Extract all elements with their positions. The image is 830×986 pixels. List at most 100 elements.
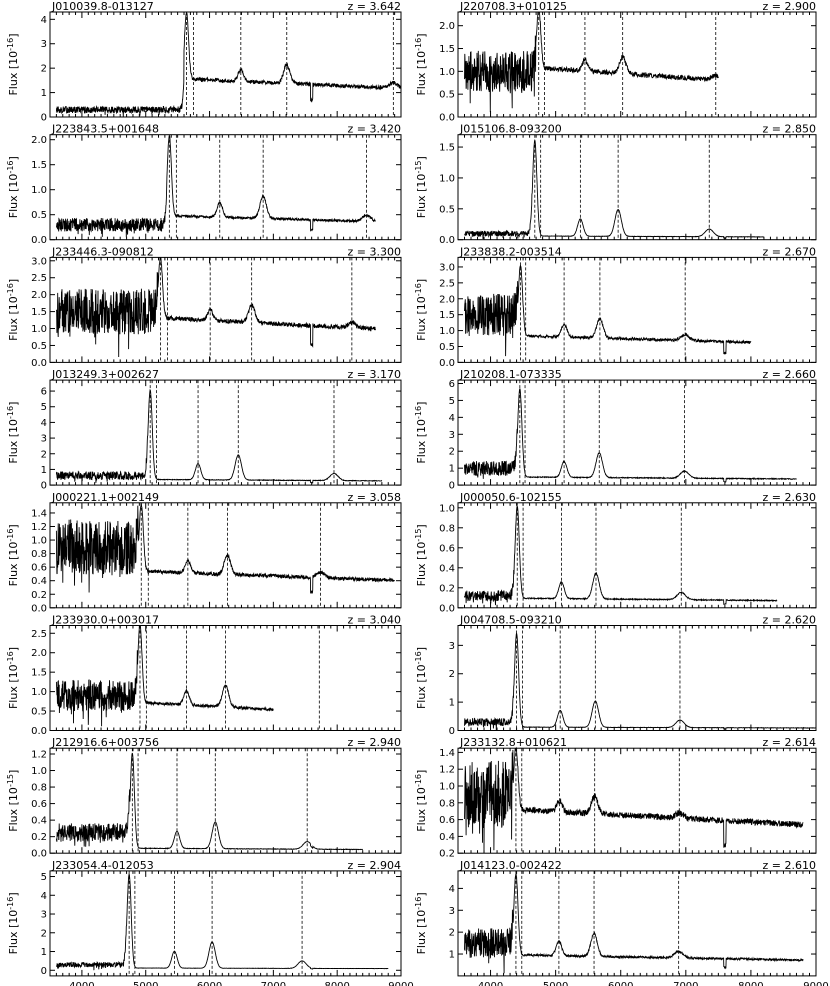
x-tick-label: 6000 <box>608 981 633 986</box>
y-axis-label: Flux [10-15] <box>414 524 428 586</box>
panel-redshift: z = 2.940 <box>348 736 401 749</box>
y-tick-label: 0.2 <box>31 590 47 601</box>
y-tick-label: 2.5 <box>439 278 455 289</box>
panel-redshift: z = 2.610 <box>763 859 816 872</box>
panel-title: J004708.5-093210 <box>459 614 562 627</box>
panel-frame <box>457 11 817 118</box>
y-tick-label: 0.2 <box>439 849 455 860</box>
y-tick-label: 3 <box>41 39 47 50</box>
y-tick-label: 1.2 <box>31 522 47 533</box>
spectrum-panel: J233930.0+003017 z = 3.040 Flux [10-16] 0.0… <box>6 614 402 737</box>
y-tick-label: 1.5 <box>439 310 455 321</box>
panel-frame <box>49 379 402 486</box>
y-tick-label: 1.0 <box>439 782 455 793</box>
spectrum-trace <box>56 872 389 971</box>
y-tick-label: 0 <box>449 481 455 492</box>
y-tick-label: 4 <box>41 418 47 429</box>
spectrum-panel: J210208.1-073335 z = 2.660 Flux [10-16] 0 1 2… <box>414 368 817 492</box>
panel-frame <box>457 502 817 609</box>
y-tick-label: 0.6 <box>31 799 47 810</box>
y-axis-label: Flux [10-16] <box>6 524 20 586</box>
y-tick-label: 1.5 <box>439 143 455 154</box>
y-axis-label: Flux [10-16] <box>6 279 20 341</box>
panel-frame <box>457 747 817 854</box>
x-tick-label: 5000 <box>543 981 568 986</box>
y-tick-label: 0.5 <box>31 341 47 352</box>
panel-redshift: z = 3.420 <box>348 123 401 136</box>
y-tick-label: 0.5 <box>439 204 455 215</box>
y-tick-label: 0.0 <box>31 726 47 737</box>
y-tick-label: 1.0 <box>439 326 455 337</box>
spectrum-panel: J010039.8-013127 z = 3.642 Flux [10-16] 0 1 2… <box>6 0 402 124</box>
y-tick-label: 2 <box>449 669 455 680</box>
spectrum-panel: J233132.8+010621 z = 2.614 Flux [10-16] 0.2… <box>414 736 817 860</box>
y-tick-label: 3 <box>449 641 455 652</box>
y-tick-label: 0.8 <box>31 549 47 560</box>
y-axis-label: Flux [10-16] <box>414 647 428 709</box>
y-tick-label: 1.0 <box>439 67 455 78</box>
y-tick-label: 2 <box>41 64 47 75</box>
y-tick-label: 0.0 <box>439 358 455 369</box>
y-axis-label: Flux [10-16] <box>414 770 428 832</box>
spectrum-panel: J000050.6-102155 z = 2.630 Flux [10-15] 0.0… <box>414 491 817 614</box>
y-tick-label: 0.5 <box>439 342 455 353</box>
y-tick-label: 0.6 <box>439 543 455 554</box>
y-tick-label: 2.5 <box>31 273 47 284</box>
spectrum-panel: J233054.4-012053 z = 2.904 Flux [10-16] 0 1 2… <box>6 859 414 986</box>
y-axis-label: Flux [10-16] <box>6 156 20 218</box>
y-tick-label: 0 <box>41 113 47 124</box>
panel-redshift: z = 3.170 <box>348 368 401 381</box>
y-tick-label: 1.0 <box>31 185 47 196</box>
spectrum-panel: J000221.1+002149 z = 3.058 Flux [10-16] 0.0… <box>6 491 402 614</box>
y-tick-label: 0.6 <box>31 563 47 574</box>
y-tick-label: 0.0 <box>439 113 455 124</box>
panel-title: J233838.2-003514 <box>459 245 562 258</box>
y-tick-label: 1.5 <box>31 307 47 318</box>
spectrum-panel: J220708.3+010125 z = 2.900 Flux [10-16] 0.0… <box>414 0 817 124</box>
panel-redshift: z = 2.620 <box>763 614 816 627</box>
x-tick-label: 9000 <box>803 981 828 986</box>
panel-frame <box>49 134 402 241</box>
y-tick-label: 2 <box>41 928 47 939</box>
panel-redshift: z = 3.058 <box>348 491 401 504</box>
x-tick-label: 4000 <box>69 981 94 986</box>
y-tick-label: 2 <box>449 928 455 939</box>
y-tick-label: 1.2 <box>439 765 455 776</box>
y-axis-label: Flux [10-15] <box>6 770 20 832</box>
y-tick-label: 0.0 <box>439 603 455 614</box>
panel-redshift: z = 3.300 <box>348 245 401 258</box>
panel-title: J210208.1-073335 <box>459 368 562 381</box>
panel-title: J233132.8+010621 <box>459 736 567 749</box>
panel-title: J013249.3+002627 <box>51 368 159 381</box>
y-tick-label: 6 <box>449 379 455 390</box>
spectrum-trace <box>55 502 395 594</box>
spectrum-trace <box>55 625 274 727</box>
y-tick-label: 4 <box>41 15 47 26</box>
y-tick-label: 2.0 <box>31 648 47 659</box>
y-tick-label: 2.0 <box>439 294 455 305</box>
panel-redshift: z = 2.900 <box>763 0 816 13</box>
x-tick-label: 7000 <box>261 981 286 986</box>
y-tick-label: 1 <box>449 464 455 475</box>
spectrum-trace <box>464 873 804 974</box>
x-tick-label: 4000 <box>478 981 503 986</box>
y-tick-label: 5 <box>449 396 455 407</box>
spectrum-trace <box>464 388 797 483</box>
panel-title: J233446.3-090812 <box>51 245 154 258</box>
spectrum-trace <box>55 388 383 484</box>
panel-title: J220708.3+010125 <box>459 0 567 13</box>
y-tick-label: 0.2 <box>31 832 47 843</box>
panel-title: J212916.6+003756 <box>51 736 159 749</box>
panel-title: J233054.4-012053 <box>51 859 154 872</box>
panel-frame <box>457 379 817 486</box>
y-tick-label: 0.8 <box>439 798 455 809</box>
y-tick-label: 0 <box>41 966 47 977</box>
panel-frame <box>49 747 402 854</box>
y-tick-label: 0.0 <box>31 603 47 614</box>
y-tick-label: 0.8 <box>31 783 47 794</box>
y-tick-label: 0.5 <box>439 90 455 101</box>
y-tick-label: 2.0 <box>31 290 47 301</box>
y-tick-label: 0.4 <box>31 816 47 827</box>
spectrum-trace <box>464 11 719 113</box>
